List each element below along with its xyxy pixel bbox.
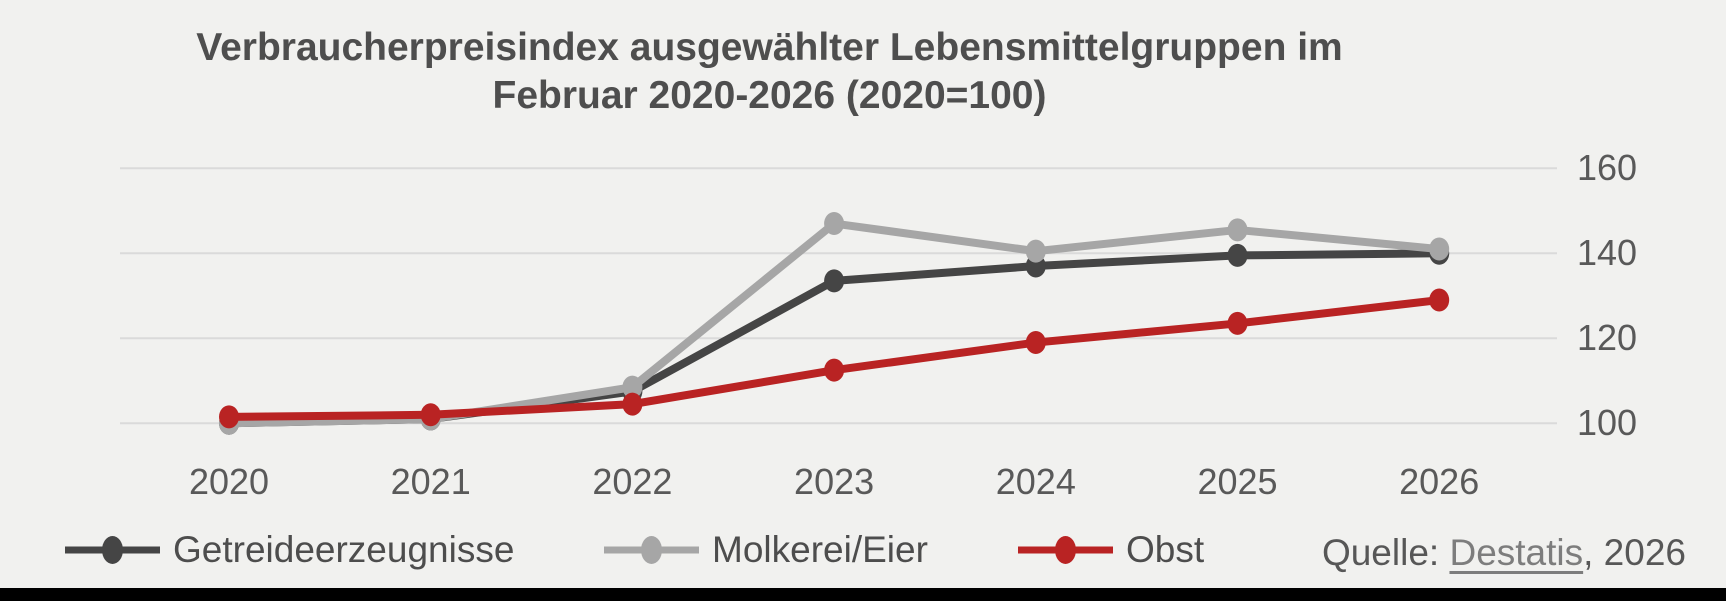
legend-marker-obst-icon xyxy=(1018,536,1113,564)
data-point-Molkerei/Eier-2024 xyxy=(1025,239,1046,263)
x-tick-label-2023: 2023 xyxy=(794,461,875,502)
data-point-Obst-2022 xyxy=(622,392,643,416)
data-point-Obst-2026 xyxy=(1429,288,1450,312)
data-point-Getreideerzeugnisse-2025 xyxy=(1227,243,1248,267)
series-line-Obst xyxy=(225,296,1444,421)
legend-label: Obst xyxy=(1126,529,1205,570)
data-point-Getreideerzeugnisse-2023 xyxy=(824,269,845,293)
legend-marker-getreideerzeugnisse-icon xyxy=(65,536,160,564)
chart-title-line1: Verbraucherpreisindex ausgewählter Leben… xyxy=(196,26,1343,69)
data-point-Molkerei/Eier-2025 xyxy=(1227,218,1248,242)
chart-title-line2: Februar 2020-2026 (2020=100) xyxy=(492,74,1047,117)
data-point-Obst-2020 xyxy=(219,405,239,429)
legend-label: Molkerei/Eier xyxy=(712,529,928,570)
x-tick-label-2024: 2024 xyxy=(995,461,1076,502)
x-tick-label-2026: 2026 xyxy=(1399,461,1480,502)
source-note: Quelle: Destatis, 2026 xyxy=(1322,530,1686,576)
legend-marker-molkerei-eier-icon xyxy=(604,536,699,564)
x-tick-label-2021: 2021 xyxy=(390,461,471,502)
source-prefix: Quelle: xyxy=(1321,532,1450,573)
x-tick-label-2020: 2020 xyxy=(188,461,270,502)
data-point-Molkerei/Eier-2022 xyxy=(622,375,643,399)
bottom-bar xyxy=(0,588,1726,601)
x-tick-label-2025: 2025 xyxy=(1197,461,1278,502)
data-point-Obst-2023 xyxy=(824,358,845,382)
y-tick-label-120: 120 xyxy=(1577,317,1638,359)
data-point-Obst-2025 xyxy=(1227,311,1248,335)
legend-label: Getreideerzeugnisse xyxy=(173,529,515,570)
source-link-destatis[interactable]: Destatis xyxy=(1449,532,1584,573)
source-suffix: , 2026 xyxy=(1583,532,1686,573)
y-tick-label-140: 140 xyxy=(1577,232,1638,274)
legend: Getreideerzeugnisse Molkerei/Eier Obst xyxy=(0,527,1726,573)
legend-item-obst: Obst xyxy=(1018,527,1204,573)
data-point-Obst-2021 xyxy=(420,403,441,427)
data-point-Molkerei/Eier-2026 xyxy=(1429,237,1450,261)
data-point-Molkerei/Eier-2023 xyxy=(824,212,845,236)
legend-item-getreideerzeugnisse: Getreideerzeugnisse xyxy=(65,527,514,573)
y-tick-label-100: 100 xyxy=(1577,402,1638,444)
y-tick-label-160: 160 xyxy=(1577,147,1638,189)
legend-item-molkerei-eier: Molkerei/Eier xyxy=(604,527,928,573)
chart-title: Verbraucherpreisindex ausgewählter Leben… xyxy=(93,24,1446,120)
data-point-Obst-2024 xyxy=(1025,331,1046,355)
x-tick-label-2022: 2022 xyxy=(592,461,673,502)
